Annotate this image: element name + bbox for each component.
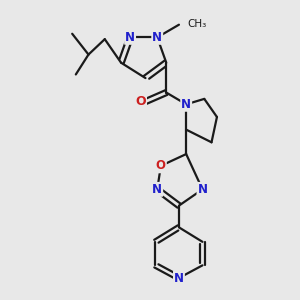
Text: O: O: [136, 95, 146, 108]
Text: N: N: [152, 183, 162, 196]
Text: N: N: [152, 31, 162, 44]
Text: O: O: [156, 159, 166, 172]
Text: N: N: [197, 183, 208, 196]
Text: N: N: [125, 31, 135, 44]
Text: CH₃: CH₃: [187, 19, 206, 29]
Text: N: N: [174, 272, 184, 284]
Text: N: N: [181, 98, 191, 111]
